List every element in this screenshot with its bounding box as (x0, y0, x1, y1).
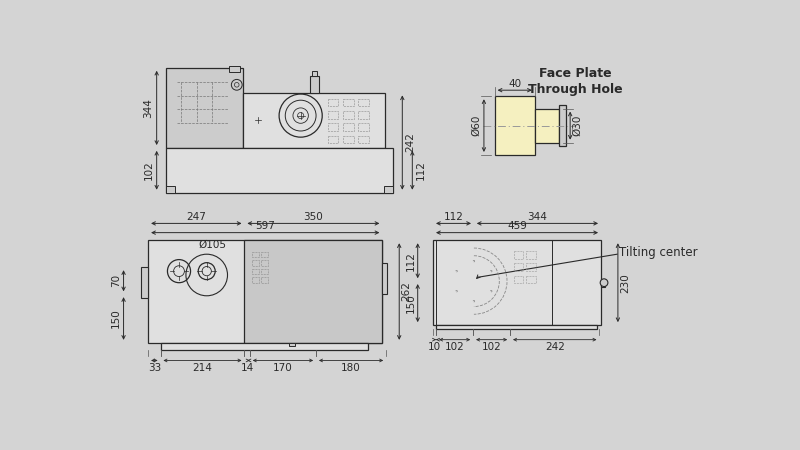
Bar (526, 263, 535, 271)
Text: 344: 344 (143, 98, 154, 118)
Text: 350: 350 (303, 212, 323, 222)
Bar (262, 269, 268, 274)
Bar (384, 186, 393, 193)
Bar (328, 111, 338, 119)
Bar (358, 111, 369, 119)
Bar (312, 71, 317, 76)
Text: 33: 33 (148, 363, 161, 373)
Bar (514, 263, 523, 271)
Bar (343, 99, 354, 106)
Bar (310, 76, 319, 93)
Text: 112: 112 (406, 251, 415, 271)
Bar (229, 66, 240, 72)
Text: 70: 70 (111, 274, 122, 288)
Bar (328, 135, 338, 143)
Text: 112: 112 (415, 160, 426, 180)
Bar (166, 68, 243, 148)
Text: 112: 112 (443, 212, 463, 222)
Bar (526, 276, 535, 284)
Bar (252, 252, 259, 257)
Text: 247: 247 (186, 212, 206, 222)
Bar (252, 261, 259, 266)
Bar (436, 325, 597, 329)
Bar (262, 261, 268, 266)
Bar (382, 263, 387, 294)
Text: 180: 180 (342, 363, 361, 373)
Bar (534, 108, 559, 143)
Text: 459: 459 (507, 221, 527, 231)
Bar (514, 251, 523, 259)
Bar (262, 252, 268, 257)
Text: 230: 230 (620, 273, 630, 292)
Bar (601, 279, 605, 287)
Bar (514, 276, 523, 284)
Bar (328, 99, 338, 106)
Bar (343, 135, 354, 143)
Text: 344: 344 (527, 212, 547, 222)
Text: Ø60: Ø60 (472, 115, 482, 136)
Text: 102: 102 (143, 160, 154, 180)
Text: Ø30: Ø30 (573, 115, 582, 136)
Text: 170: 170 (273, 363, 293, 373)
Text: 597: 597 (255, 221, 275, 231)
Bar (142, 267, 148, 298)
Text: Tilting center: Tilting center (619, 246, 698, 259)
Bar (526, 251, 535, 259)
Bar (148, 240, 382, 343)
Bar (343, 123, 354, 131)
Text: 262: 262 (402, 282, 411, 302)
Text: Face Plate
Through Hole: Face Plate Through Hole (528, 67, 623, 96)
Bar (245, 240, 382, 343)
Bar (358, 123, 369, 131)
Bar (494, 96, 534, 155)
Text: 150: 150 (111, 309, 122, 328)
Bar (358, 99, 369, 106)
Circle shape (600, 279, 608, 287)
Bar (243, 93, 386, 148)
Text: 14: 14 (241, 363, 254, 373)
Bar (358, 135, 369, 143)
Bar (433, 240, 601, 325)
Text: 102: 102 (482, 342, 502, 352)
Bar (343, 111, 354, 119)
Bar (328, 123, 338, 131)
Text: 40: 40 (508, 79, 522, 89)
Text: 150: 150 (406, 293, 415, 313)
Bar (252, 277, 259, 283)
Text: 242: 242 (406, 133, 415, 153)
Bar (436, 240, 553, 325)
Bar (559, 105, 566, 146)
Bar (262, 277, 268, 283)
Text: 102: 102 (445, 342, 465, 352)
Bar (166, 186, 175, 193)
Bar (161, 343, 369, 350)
Bar (166, 148, 393, 193)
Text: 214: 214 (193, 363, 213, 373)
Bar (252, 269, 259, 274)
Text: Ø105: Ø105 (198, 239, 226, 250)
Bar (289, 343, 294, 346)
Text: 242: 242 (545, 342, 565, 352)
Text: 10: 10 (428, 342, 442, 352)
